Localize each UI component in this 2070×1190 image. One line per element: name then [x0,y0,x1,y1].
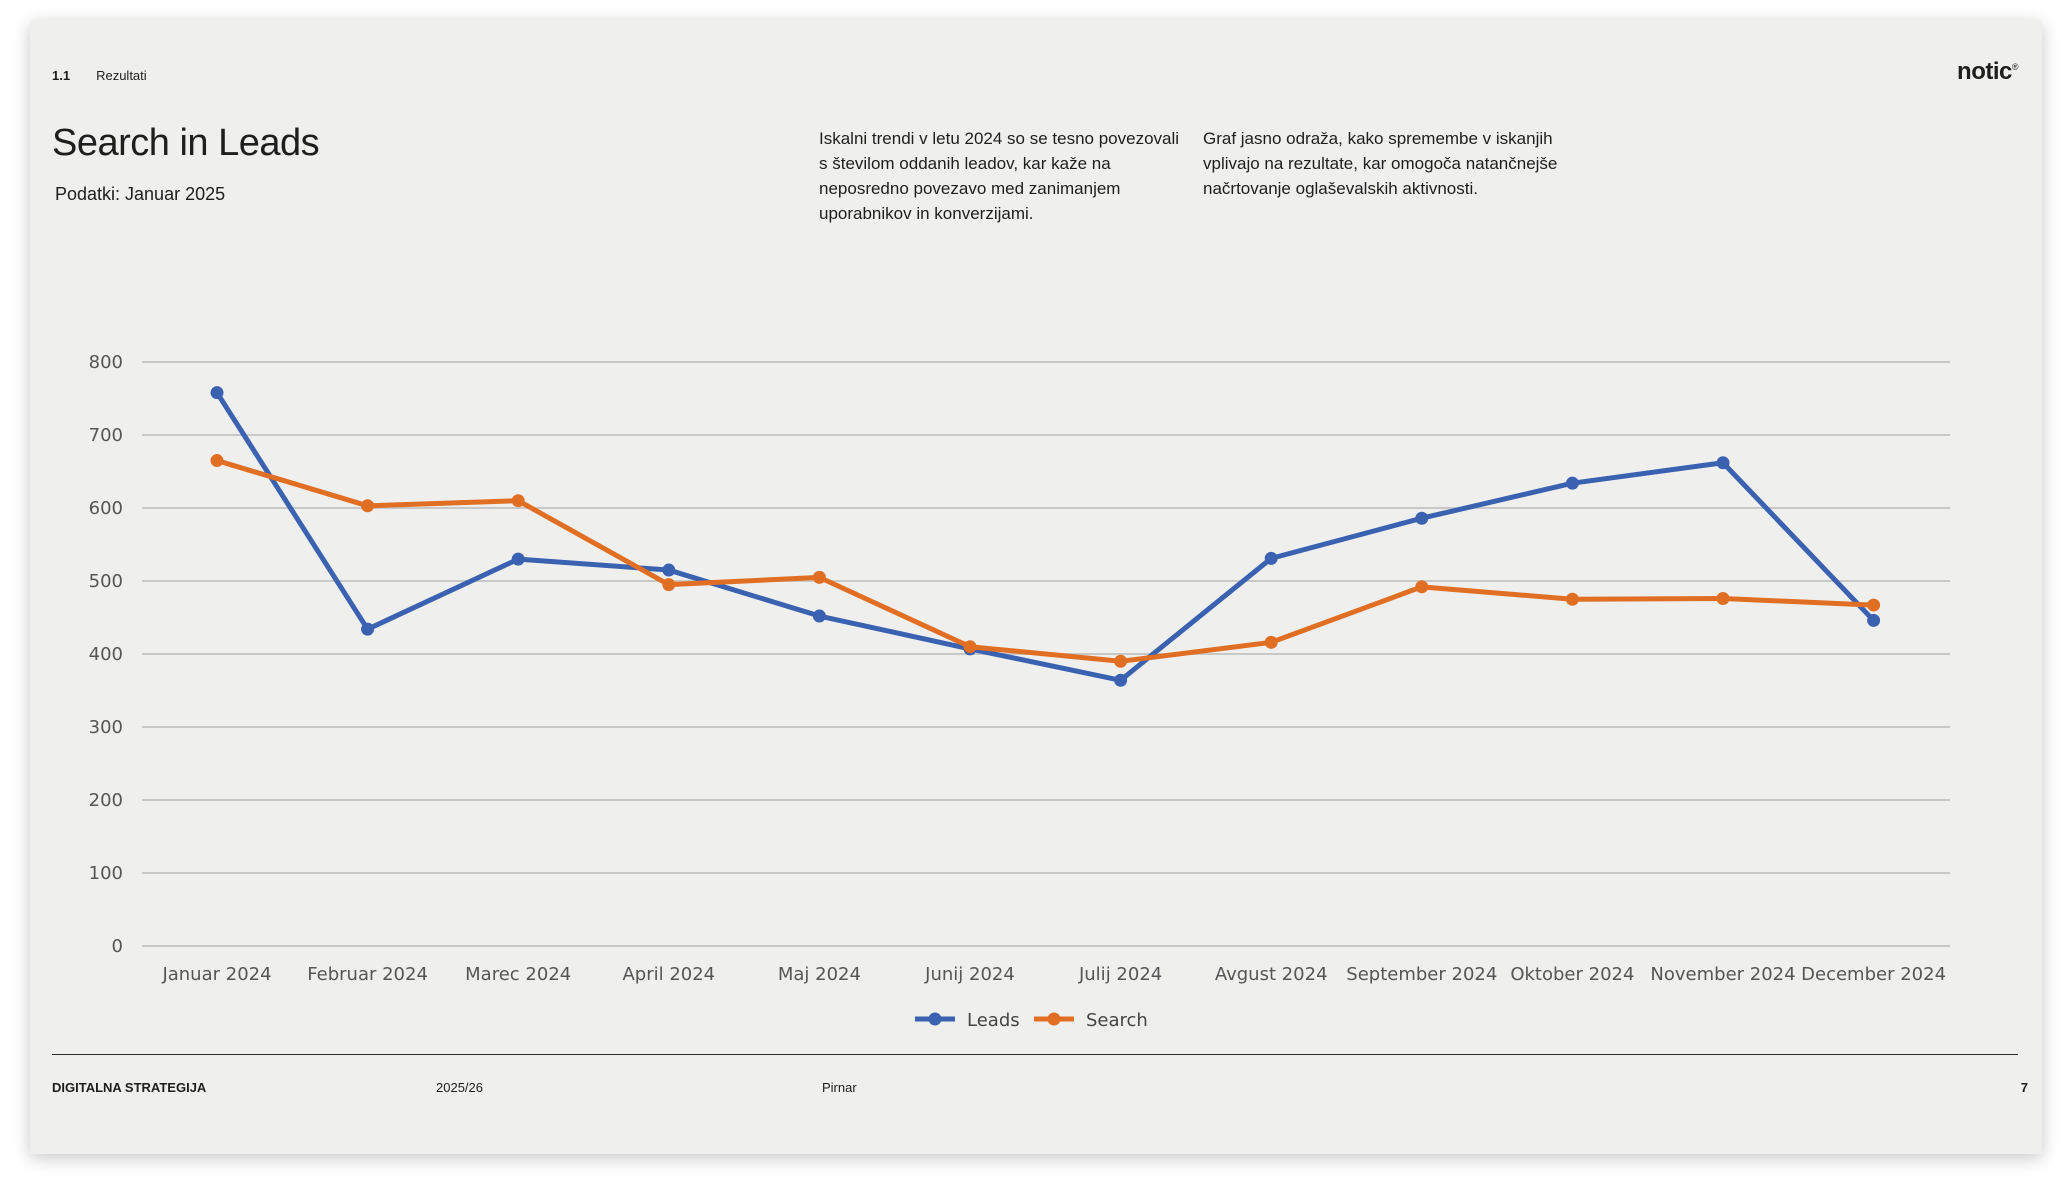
data-point-search [511,494,525,508]
y-tick-label: 0 [112,936,123,957]
y-tick-label: 300 [89,717,123,738]
x-tick-label: Marec 2024 [465,964,571,985]
footer-title: DIGITALNA STRATEGIJA [52,1080,207,1095]
data-point-search [361,499,375,513]
slide [30,20,2042,1154]
x-tick-label: Junij 2024 [924,964,1015,985]
x-tick-label: April 2024 [622,964,715,985]
series-line-leads [214,390,1877,683]
data-point-leads [1867,613,1881,627]
x-tick-label: November 2024 [1650,964,1795,985]
y-tick-label: 200 [89,790,123,811]
data-point-search [1867,598,1881,612]
page-number: 7 [2020,1080,2028,1095]
series-line-search [214,458,1877,664]
notic-logo: notic® [1957,58,2018,86]
footer-company: Pirnar [822,1080,857,1095]
data-point-search [210,454,224,468]
x-tick-label: Maj 2024 [778,964,861,985]
data-point-leads [1565,476,1579,490]
page-subtitle: Podatki: Januar 2025 [55,184,226,204]
data-point-leads [812,609,826,623]
footer-year: 2025/26 [436,1080,483,1095]
logo-mark: ® [2011,62,2019,72]
data-point-leads [1114,673,1128,687]
x-tick-label: Julij 2024 [1078,964,1162,985]
x-tick-label: Oktober 2024 [1510,964,1634,985]
y-tick-label: 600 [89,498,123,519]
x-tick-label: Februar 2024 [307,964,428,985]
section-number: 1.1 [52,68,71,83]
data-point-search [1264,635,1278,649]
data-point-leads [1264,551,1278,565]
x-tick-label: September 2024 [1346,964,1497,985]
data-point-leads [210,386,224,400]
data-point-leads [662,563,676,577]
data-point-search [963,640,977,654]
data-point-search [812,570,826,584]
data-point-search [662,578,676,592]
description-paragraph-1: Iskalni trendi v letu 2024 so se tesno p… [819,129,1180,223]
data-point-leads [1415,511,1429,525]
data-point-leads [511,552,525,566]
legend-label-leads: Leads [967,1010,1020,1031]
data-point-leads [361,622,375,636]
x-tick-label: Avgust 2024 [1215,964,1328,985]
y-tick-label: 100 [89,863,123,884]
data-point-search [1716,592,1730,606]
y-tick-label: 800 [89,352,123,373]
x-tick-label: Januar 2024 [161,964,271,985]
data-point-leads [1716,456,1730,470]
footer-divider [52,1054,2018,1055]
data-point-search [1114,654,1128,668]
section-label: Rezultati [96,68,147,83]
y-tick-label: 400 [89,644,123,665]
data-point-search [1565,592,1579,606]
data-point-search [1415,580,1429,594]
legend-marker-search [1047,1012,1061,1026]
page-title: Search in Leads [52,122,320,164]
x-tick-label: December 2024 [1801,964,1946,985]
legend-label-search: Search [1086,1010,1148,1031]
legend-marker-leads [928,1012,942,1026]
y-tick-label: 500 [89,571,123,592]
logo-text: notic [1957,58,2012,85]
section-marker: 1.1 Rezultati [52,68,147,83]
description-paragraph-2: Graf jasno odraža, kako spremembe v iska… [1203,129,1558,198]
y-tick-label: 700 [89,425,123,446]
